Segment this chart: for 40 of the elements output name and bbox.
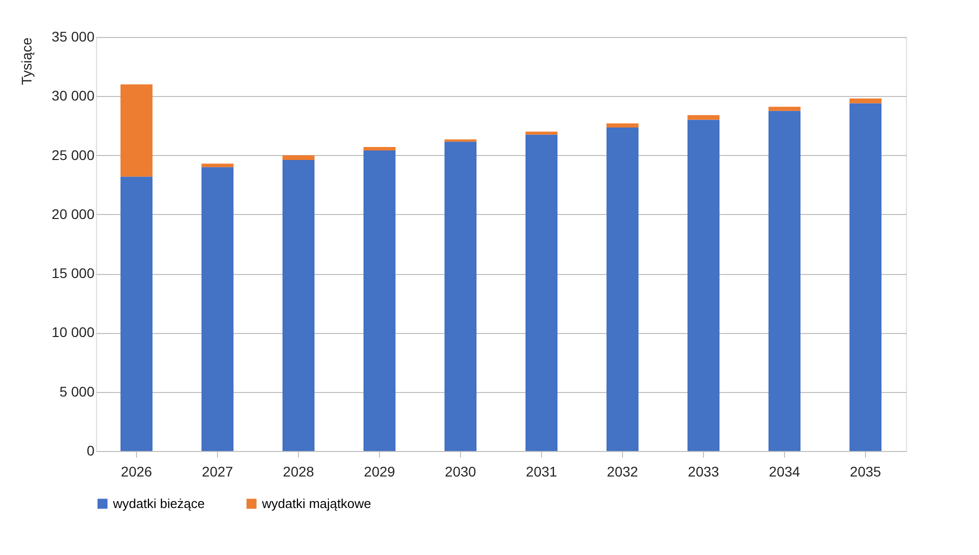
bar bbox=[202, 164, 234, 168]
legend-label: wydatki bieżące bbox=[112, 496, 205, 511]
bar bbox=[444, 142, 476, 451]
x-tick-label: 2033 bbox=[688, 464, 720, 480]
bar bbox=[768, 106, 800, 111]
bar bbox=[606, 123, 638, 128]
bar bbox=[282, 160, 314, 451]
bar bbox=[768, 110, 800, 451]
bar bbox=[202, 167, 234, 451]
y-tick-label: 20 000 bbox=[52, 206, 95, 222]
x-tick-label: 2026 bbox=[120, 464, 152, 480]
x-tick-label: 2029 bbox=[364, 464, 396, 480]
bar bbox=[364, 150, 396, 451]
bar bbox=[120, 84, 152, 177]
x-tick-label: 2031 bbox=[526, 464, 558, 480]
y-tick-label: 35 000 bbox=[52, 28, 95, 44]
bar bbox=[688, 115, 720, 120]
bar bbox=[850, 98, 882, 104]
bar bbox=[606, 127, 638, 451]
bar bbox=[364, 147, 396, 151]
y-tick-label: 30 000 bbox=[52, 88, 95, 104]
bar bbox=[526, 132, 558, 135]
y-axis-title: Tysiące bbox=[18, 37, 34, 85]
legend-label: wydatki majątkowe bbox=[261, 496, 372, 511]
y-tick-label: 25 000 bbox=[52, 146, 95, 163]
y-tick-label: 5 000 bbox=[59, 383, 95, 400]
bar bbox=[688, 120, 720, 451]
x-tick-label: 2034 bbox=[768, 464, 800, 480]
y-tick-label: 0 bbox=[86, 442, 95, 458]
x-tick-label: 2032 bbox=[606, 464, 638, 480]
bar bbox=[120, 176, 152, 451]
x-tick-label: 2028 bbox=[282, 464, 314, 480]
y-tick-label: 15 000 bbox=[52, 265, 95, 282]
bar bbox=[850, 103, 882, 451]
bar bbox=[282, 155, 314, 160]
x-tick-label: 2030 bbox=[444, 464, 476, 480]
x-tick-label: 2027 bbox=[202, 464, 234, 480]
x-tick-label: 2035 bbox=[850, 464, 882, 480]
y-tick-label: 10 000 bbox=[52, 324, 95, 340]
bar bbox=[526, 134, 558, 451]
